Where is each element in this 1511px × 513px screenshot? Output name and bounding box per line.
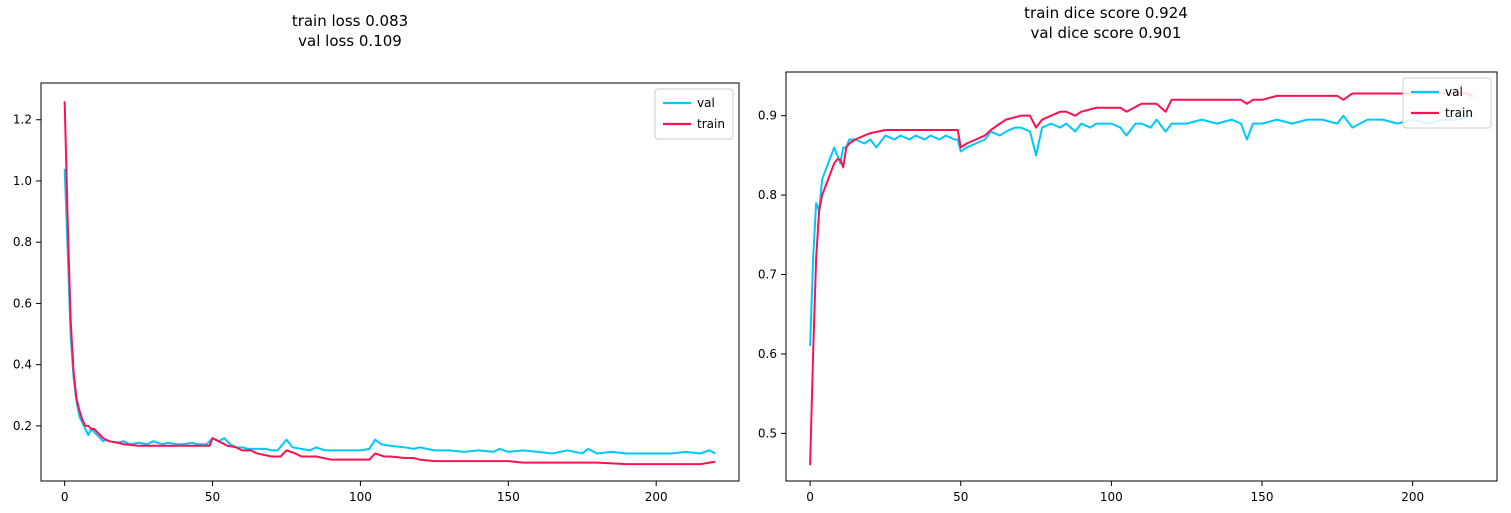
series-line-train [63, 101, 716, 466]
series-line-val [809, 114, 1474, 347]
x-tick-label: 100 [349, 490, 372, 504]
legend-box [1402, 77, 1492, 129]
chart-2: train dice score 0.924 val dice score 0.9… [758, 4, 1498, 504]
x-tick-label: 100 [1100, 490, 1123, 504]
legend: val train [654, 88, 734, 140]
y-tick-label: 0.6 [13, 296, 32, 310]
chart-title-line-2: val dice score 0.901 [1031, 24, 1182, 42]
x-tick-label: 50 [953, 490, 968, 504]
x-tick-label: 50 [205, 490, 220, 504]
y-tick-label: 1.0 [13, 174, 32, 188]
legend-label-train: train [697, 117, 725, 131]
series-line-train [809, 92, 1474, 466]
x-tick-label: 200 [1401, 490, 1424, 504]
x-tick-label: 150 [1251, 490, 1274, 504]
chart-title-line-1: train dice score 0.924 [1024, 4, 1188, 22]
legend-label-val: val [1445, 85, 1463, 99]
y-tick-label: 0.4 [13, 358, 32, 372]
x-tick-label: 0 [61, 490, 69, 504]
axes-frame [40, 82, 740, 482]
y-tick-label: 0.6 [758, 347, 777, 361]
legend-box [654, 88, 734, 140]
axes-frame [785, 71, 1498, 482]
chart-title-line-2: val loss 0.109 [298, 32, 402, 50]
x-tick-label: 150 [497, 490, 520, 504]
series-line-val [63, 168, 716, 455]
legend-label-train: train [1445, 106, 1473, 120]
x-tick-label: 0 [806, 490, 814, 504]
legend-label-val: val [697, 96, 715, 110]
y-tick-label: 0.7 [758, 268, 777, 282]
x-tick-label: 200 [645, 490, 668, 504]
y-tick-label: 0.9 [758, 109, 777, 123]
y-tick-label: 0.8 [13, 235, 32, 249]
y-tick-label: 0.8 [758, 188, 777, 202]
y-tick-label: 1.2 [13, 113, 32, 127]
chart-1: train loss 0.083 val loss 0.109 0 50 100 150 2… [13, 12, 740, 504]
legend: val train [1402, 77, 1492, 129]
y-tick-label: 0.2 [13, 419, 32, 433]
chart-title-line-1: train loss 0.083 [292, 12, 408, 30]
y-tick-label: 0.5 [758, 426, 777, 440]
